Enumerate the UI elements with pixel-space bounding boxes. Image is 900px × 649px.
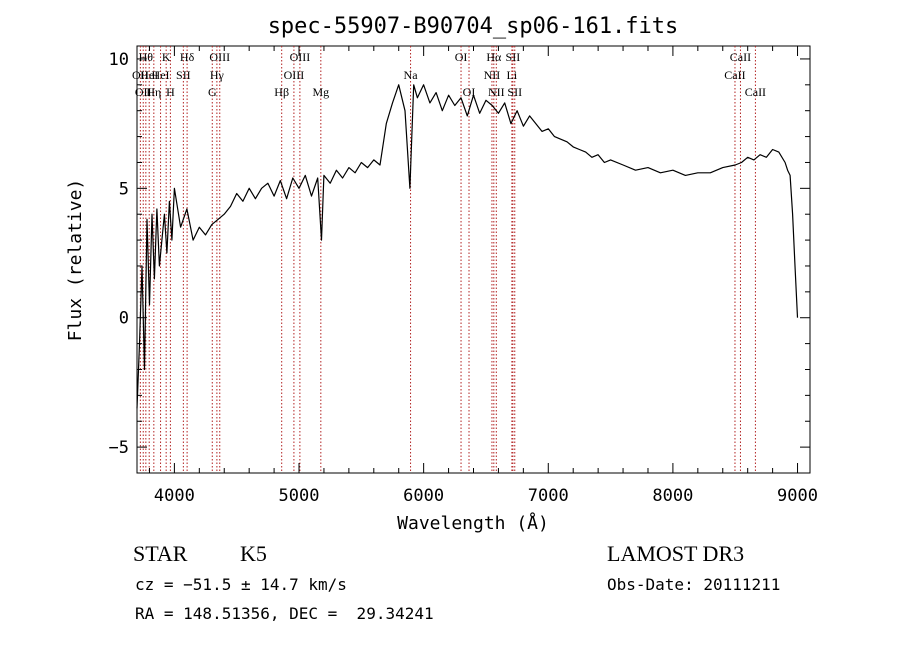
line-marker-label: OI [455,50,468,64]
coordinates: RA = 148.51356, DEC = 29.34241 [135,604,434,623]
line-marker-label: OII [135,85,152,99]
y-tick-label: 0 [119,309,129,329]
line-marker-label: OII [132,68,149,82]
line-marker-label: H [166,85,175,99]
y-tick-label: 10 [109,50,129,70]
spectrum-line [136,84,799,409]
y-tick-label: −5 [109,438,129,458]
x-tick-label: 6000 [403,486,444,506]
survey-name: LAMOST DR3 [607,541,744,566]
redshift-line: cz = −51.5 ± 14.7 km/s [135,575,347,594]
line-marker-label: G [208,85,217,99]
line-marker-label: HeI [152,68,170,82]
line-marker-label: Hθ [139,50,154,64]
x-tick-label: 7000 [528,486,569,506]
x-tick-label: 4000 [154,486,195,506]
line-marker-group [139,46,756,473]
y-axis-ticks: −5 0 5 10 [109,50,810,474]
line-marker-label: SII [176,68,191,82]
line-marker-label: SII [507,85,522,99]
line-marker-label: Hη [146,85,161,99]
line-marker-label: K [162,50,171,64]
line-marker-label: Li [507,68,518,82]
line-marker-label: Hδ [180,50,195,64]
obs-date: Obs-Date: 20111211 [607,575,780,594]
object-class: STAR [133,541,188,566]
x-tick-label: 5000 [279,486,320,506]
line-marker-label: Hβ [274,85,289,99]
object-subclass: K5 [240,541,267,566]
line-marker-label: Na [404,68,419,82]
line-marker-label: OIII [209,50,230,64]
line-marker-label-group: OIIOIIHθHeIHηHeIKHSIIHδGHγOIIIHβOIIIOIII… [132,50,766,99]
line-marker-label: CaII [745,85,766,99]
x-axis-label: Wavelength (Å) [397,512,549,534]
line-marker-label: CaII [724,68,745,82]
line-marker-label: Mg [312,85,329,99]
y-tick-label: 5 [119,179,129,199]
spectrum-series [136,84,799,409]
x-tick-label: 9000 [777,486,818,506]
line-marker-label: OIII [290,50,311,64]
line-marker-label: OI [463,85,476,99]
line-marker-label: NII [484,68,501,82]
line-marker-label: Hα [486,50,502,64]
line-marker-label: NII [488,85,505,99]
line-marker-label: OIII [284,68,305,82]
chart-title: spec-55907-B90704_sp06-161.fits [268,14,679,39]
line-marker-label: HeI [140,68,158,82]
line-marker-label: Hγ [210,68,225,82]
line-marker-label: SII [506,50,521,64]
x-axis-ticks: 4000 5000 6000 7000 8000 9000 [148,46,818,506]
y-axis-label: Flux (relative) [65,179,86,342]
plot-frame [136,45,811,474]
line-marker-label: CaII [730,50,751,64]
x-tick-label: 8000 [652,486,693,506]
